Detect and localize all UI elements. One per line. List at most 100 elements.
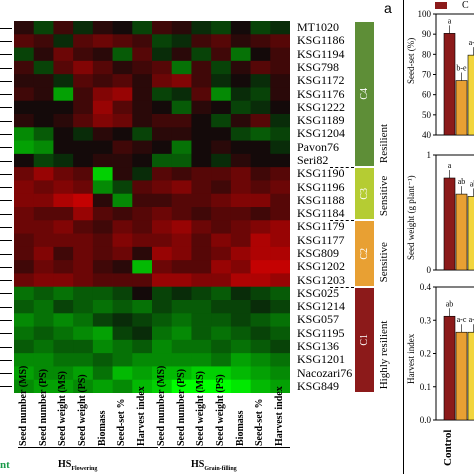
bar [443, 177, 456, 271]
heatmap-cell [230, 286, 251, 301]
heatmap-cell [33, 353, 54, 367]
heatmap-cell [112, 60, 133, 75]
heatmap-cell [270, 34, 290, 48]
heatmap-cell [152, 140, 173, 155]
heatmap-cell [152, 379, 173, 393]
heatmap-cell [191, 246, 212, 261]
heatmap-cell [211, 34, 232, 48]
heatmap-cell [270, 100, 290, 115]
row-label: KSG1189 [297, 113, 345, 128]
heatmap-cell [250, 339, 271, 354]
y-tick-label: 0.0 [420, 415, 432, 425]
heatmap-cell [33, 300, 54, 314]
heatmap-cell [230, 220, 251, 234]
heatmap-cell [33, 366, 54, 381]
heatmap-cell [53, 114, 74, 128]
heatmap-cell [152, 193, 173, 208]
ylabel-seed-weight: Seed weight (g plant⁻¹) [406, 175, 416, 260]
heatmap-cell [112, 366, 133, 381]
heatmap-cell [270, 313, 290, 327]
heatmap-cell [152, 246, 173, 261]
heatmap-cell [112, 379, 133, 393]
group-underline-grain-filling [160, 447, 290, 448]
heatmap-cell [112, 180, 133, 195]
heatmap-cell [53, 47, 74, 62]
heatmap-cell [171, 100, 192, 115]
heatmap-cell [191, 34, 212, 48]
heatmap-cell [14, 114, 35, 128]
heatmap-cell [132, 21, 153, 35]
heatmap-cell [250, 74, 271, 88]
heatmap-cell [211, 207, 232, 221]
heatmap-cell [230, 193, 251, 208]
heatmap-cell [270, 167, 290, 181]
heatmap-cell [92, 21, 113, 35]
row-label: KSG1194 [297, 46, 345, 61]
heatmap-cell [132, 100, 153, 115]
heatmap-cell [270, 273, 290, 288]
heatmap-cell [230, 140, 251, 155]
heatmap-cell [230, 60, 251, 75]
heatmap-cell [132, 300, 153, 314]
heatmap-cell [250, 273, 271, 288]
heatmap-cell [171, 127, 192, 141]
heatmap-cell [152, 74, 173, 88]
heatmap-cell [211, 60, 232, 75]
heatmap-cell [33, 207, 54, 221]
heatmap-cell [191, 114, 212, 128]
heatmap-cell [73, 153, 94, 168]
heatmap-cell [53, 246, 74, 261]
heatmap-cell [132, 60, 153, 75]
heatmap-cell [230, 47, 251, 62]
heatmap-cell [270, 87, 290, 102]
heatmap-cell [211, 286, 232, 301]
heatmap-cell [171, 140, 192, 155]
heatmap-cell [191, 127, 212, 141]
heatmap-cell [112, 193, 133, 208]
cluster-bar: C2 [355, 221, 374, 286]
heatmap-cell [92, 260, 113, 274]
heatmap-cell [53, 153, 74, 168]
row-label: KSG1188 [297, 192, 345, 207]
heatmap-cell [112, 167, 133, 181]
heatmap-cell [73, 300, 94, 314]
heatmap-cell [92, 114, 113, 128]
heatmap-cell [270, 366, 290, 381]
heatmap-cell [73, 167, 94, 181]
heatmap-cell [53, 74, 74, 88]
heatmap-cell [230, 260, 251, 274]
heatmap-cell [132, 339, 153, 354]
heatmap-cell [92, 286, 113, 301]
panel-divider [403, 0, 404, 474]
heatmap-cell [171, 87, 192, 102]
heatmap-cell [53, 193, 74, 208]
heatmap-cell [152, 286, 173, 301]
heatmap-cell [53, 313, 74, 327]
heatmap-cell [92, 233, 113, 248]
heatmap-cell [33, 34, 54, 48]
heatmap-cell [14, 260, 35, 274]
heatmap-cell [14, 313, 35, 327]
heatmap-cell [270, 180, 290, 195]
row-label: Seri82 [297, 153, 329, 167]
heatmap-cell [33, 233, 54, 248]
heatmap-cell [250, 326, 271, 341]
heatmap-cell [191, 220, 212, 234]
dendrogram-branch [0, 293, 12, 295]
heatmap-cell [270, 207, 290, 221]
row-label: KSG1203 [297, 272, 346, 287]
heatmap-cell [191, 260, 212, 274]
heatmap-cell [112, 140, 133, 155]
heatmap-cell [14, 207, 35, 221]
heatmap-cell [171, 74, 192, 88]
dendrogram-branch [0, 107, 12, 109]
heatmap-cell [14, 60, 35, 75]
heatmap-cell [211, 153, 232, 168]
panel-letter: a [384, 0, 392, 16]
dendrogram-branch [0, 306, 12, 308]
heatmap [14, 21, 290, 393]
heatmap-cell [191, 326, 212, 341]
heatmap-cell [92, 379, 113, 393]
heatmap-cell [112, 339, 133, 354]
